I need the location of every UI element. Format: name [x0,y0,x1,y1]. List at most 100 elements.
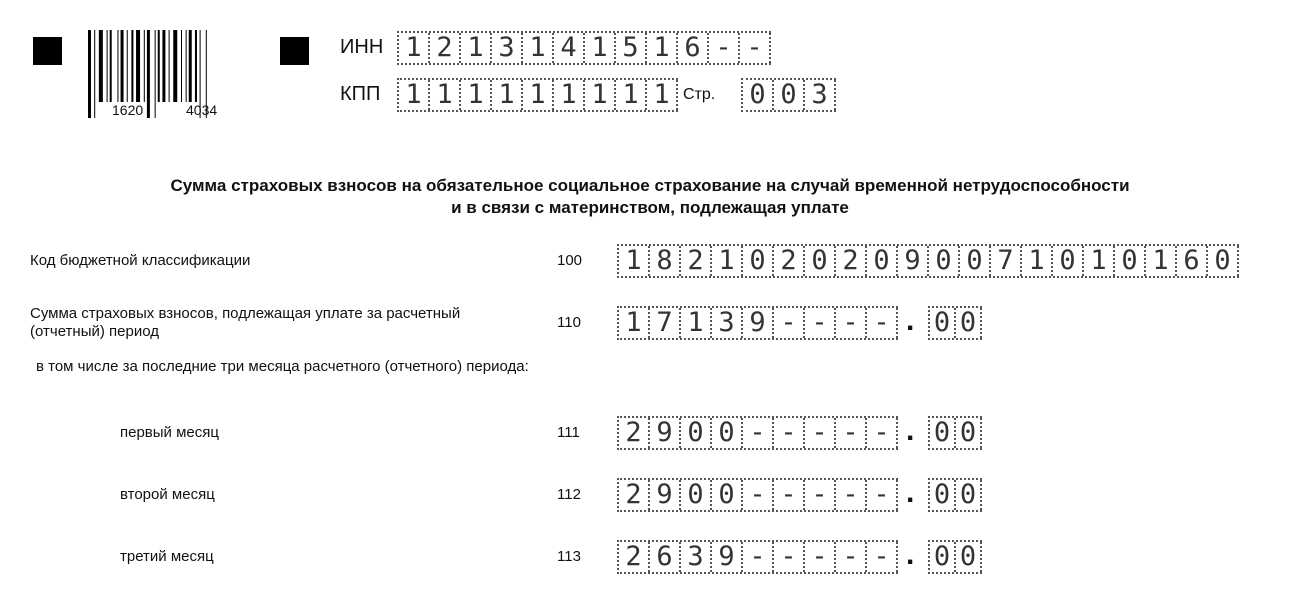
digit-cell [956,308,982,338]
inn-field[interactable]: 1213141516-- [397,31,771,65]
digit-cell [647,80,678,110]
barcode-number-left: 1620 [112,102,144,118]
months-subheading: в том числе за последние три месяца расч… [36,358,529,375]
month-sum-decimal-field[interactable]: 00 [928,540,982,574]
digit-cell [616,80,647,110]
field-value: 111111111 [405,79,685,110]
barcode-bar [106,30,108,102]
kpp-label: КПП [340,83,381,105]
month-sum-integer-field[interactable]: 2900----- [617,478,898,512]
digit-cell [712,308,743,338]
digit-cell [956,418,982,448]
digit-cell [898,246,929,276]
barcode-bar [117,30,119,102]
barcode-bar [98,30,103,102]
inn-label: ИНН [340,36,384,58]
digit-cell [678,33,709,63]
page-label: Стр. [683,86,716,103]
digit-cell [712,542,743,572]
barcode-bar [188,30,192,102]
digit-cell [554,33,585,63]
digit-cell [619,418,650,448]
kbk-field[interactable]: 18210202090071010160 [617,244,1239,278]
digit-cell [1115,246,1146,276]
field-value: 00 [933,479,986,510]
digit-cell [743,246,774,276]
barcode-bars [88,30,207,118]
digit-cell [619,542,650,572]
digit-cell [836,246,867,276]
barcode: 1620 4034 [86,30,256,120]
digit-cell [461,33,492,63]
barcode-number-right: 4034 [186,102,218,118]
month-sum-integer-field[interactable]: 2900----- [617,416,898,450]
digit-cell [774,308,805,338]
digit-cell [619,480,650,510]
digit-cell [836,480,867,510]
digit-cell [461,80,492,110]
digit-cell [619,308,650,338]
digit-cell [774,480,805,510]
barcode-bar [126,30,128,102]
digit-cell [805,542,836,572]
digit-cell [836,418,867,448]
digit-cell [805,480,836,510]
digit-cell [492,33,523,63]
digit-cell [650,308,681,338]
digit-cell [960,246,991,276]
total-sum-label: Сумма страховых взносов, подлежащая упла… [30,305,461,340]
digit-cell [681,542,712,572]
digit-cell [650,246,681,276]
kbk-line-code: 100 [557,252,583,269]
barcode-bar [194,30,197,102]
month-sum-decimal-field[interactable]: 00 [928,416,982,450]
barcode-bar [162,30,166,102]
digit-cell [930,480,956,510]
digit-cell [930,542,956,572]
digit-cell [1208,246,1239,276]
digit-cell [1084,246,1115,276]
digit-cell [836,308,867,338]
month-line-code: 111 [557,424,580,441]
digit-cell [805,308,836,338]
kbk-label: Код бюджетной классификации [30,252,251,269]
field-value: 003 [749,79,843,110]
digit-cell [743,80,774,110]
digit-cell [836,542,867,572]
month-sum-decimal-field[interactable]: 00 [928,478,982,512]
digit-cell [647,33,678,63]
digit-cell [930,418,956,448]
total-sum-decimal-field[interactable]: 00 [928,306,982,340]
barcode-bar [157,30,160,102]
digit-cell [712,418,743,448]
barcode-bar [131,30,134,102]
total-sum-line-code: 110 [557,314,581,331]
barcode-bar [94,30,96,118]
digit-cell [1177,246,1208,276]
decimal-separator: . [906,476,915,509]
digit-cell [681,480,712,510]
alignment-marker-left [33,37,62,65]
page-field[interactable]: 003 [741,78,836,112]
barcode-bar [109,30,112,102]
digit-cell [867,308,898,338]
kpp-field[interactable]: 111111111 [397,78,678,112]
field-value: 1213141516-- [405,32,778,63]
barcode-bar [120,30,124,102]
month-sum-integer-field[interactable]: 2639----- [617,540,898,574]
digit-cell [681,308,712,338]
digit-cell [774,542,805,572]
digit-cell [1146,246,1177,276]
barcode-bar [143,30,145,102]
digit-cell [650,542,681,572]
month-line-code: 112 [557,486,581,503]
digit-cell [585,33,616,63]
digit-cell [867,246,898,276]
barcode-bar [205,30,207,118]
barcode-bar [168,30,170,102]
digit-cell [554,80,585,110]
digit-cell [740,33,771,63]
digit-cell [774,418,805,448]
total-sum-integer-field[interactable]: 17139---- [617,306,898,340]
digit-cell [867,418,898,448]
